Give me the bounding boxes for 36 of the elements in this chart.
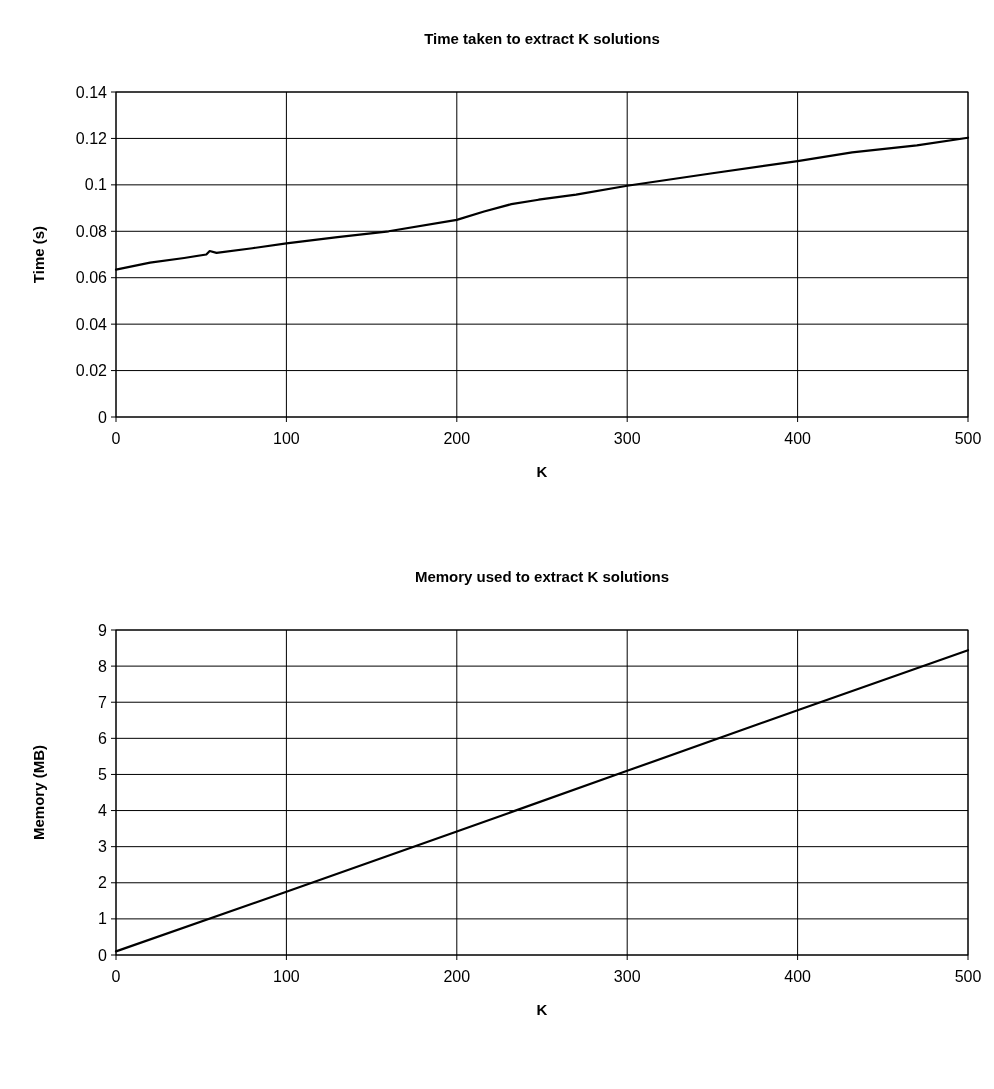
- y-tick-label: 0.1: [84, 176, 108, 194]
- x-tick-label: 0: [111, 968, 121, 985]
- x-tick-label: 400: [784, 430, 812, 447]
- y-tick-label: 0: [98, 946, 108, 964]
- x-tick-label: 400: [784, 968, 812, 985]
- y-tick-label: 0.08: [75, 222, 108, 240]
- y-tick-label: 6: [98, 729, 108, 747]
- y-tick-label: 0: [98, 408, 108, 426]
- x-tick-label: 300: [613, 430, 641, 447]
- y-axis-title: Memory (MB): [30, 744, 47, 841]
- y-tick-label: 9: [98, 621, 108, 639]
- x-tick-label: 100: [273, 968, 300, 985]
- y-tick-label: 0.06: [75, 269, 108, 287]
- x-tick-label: 0: [111, 430, 121, 447]
- y-tick-label: 5: [98, 766, 108, 784]
- y-tick-label: 0.02: [75, 362, 108, 380]
- y-tick-label: 2: [98, 874, 108, 892]
- y-tick-label: 7: [98, 693, 108, 711]
- y-tick-label: 0.04: [75, 315, 108, 333]
- y-tick-label: 4: [98, 802, 108, 820]
- chart-title: Memory used to extract K solutions: [414, 568, 670, 585]
- y-axis-title: Time (s): [30, 225, 47, 284]
- x-tick-label: 300: [613, 968, 641, 985]
- x-tick-label: 200: [443, 968, 471, 985]
- y-tick-label: 0.14: [75, 83, 108, 101]
- x-tick-label: 200: [443, 430, 471, 447]
- chart-title: Time taken to extract K solutions: [424, 30, 660, 47]
- y-tick-label: 1: [98, 910, 108, 928]
- y-tick-label: 0.12: [75, 130, 108, 148]
- x-axis-title: K: [536, 463, 548, 480]
- x-tick-label: 500: [954, 968, 982, 985]
- x-axis-title: K: [536, 1001, 548, 1018]
- y-tick-label: 3: [98, 838, 108, 856]
- x-tick-label: 500: [954, 430, 982, 447]
- x-tick-label: 100: [273, 430, 300, 447]
- y-tick-label: 8: [98, 657, 108, 675]
